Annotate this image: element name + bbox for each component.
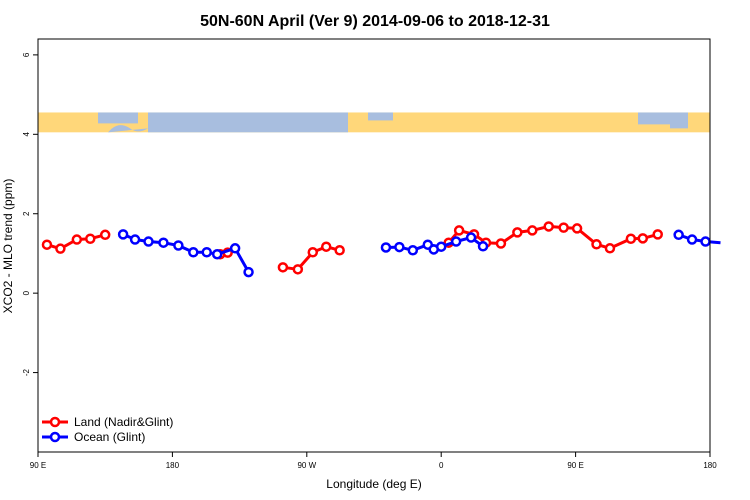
data-point: [143, 236, 154, 247]
data-point: [394, 241, 405, 253]
x-tick-label: 180: [166, 461, 180, 470]
world-map-band: [38, 112, 710, 133]
plot-frame: [37, 38, 711, 453]
data-point: [55, 243, 66, 254]
y-tick-label: 2: [22, 211, 31, 216]
map-ocean-0: [98, 112, 138, 124]
data-point: [571, 223, 583, 234]
data-point: [85, 233, 96, 244]
legend: Land (Nadir&Glint)Ocean (Glint): [42, 415, 173, 444]
data-point: [700, 236, 711, 247]
data-point: [320, 241, 332, 252]
data-point: [173, 240, 184, 251]
legend-label: Ocean (Glint): [74, 430, 145, 444]
data-point: [407, 245, 419, 256]
data-point: [117, 229, 129, 240]
y-tick-label: -2: [22, 368, 31, 376]
data-point: [604, 243, 616, 254]
data-point: [243, 266, 254, 278]
data-point: [591, 239, 602, 250]
x-tick-label: 90 E: [30, 461, 46, 470]
y-axis-label: XCO2 - MLO trend (ppm): [1, 179, 15, 314]
y-axis: -2 0 2 4 6: [22, 52, 38, 376]
data-point: [229, 243, 241, 254]
data-point: [211, 248, 223, 260]
data-point: [158, 237, 169, 248]
x-tick-label: 90 E: [567, 461, 583, 470]
y-tick-label: 6: [22, 52, 31, 57]
data-point: [512, 227, 523, 238]
map-ocean-3: [368, 112, 393, 121]
map-ocean-inlet: [108, 125, 148, 133]
series-line: [122, 233, 250, 273]
data-point: [450, 236, 462, 247]
series-line: [678, 233, 721, 245]
data-point: [543, 221, 554, 232]
map-ocean-4: [638, 112, 670, 125]
data-point: [307, 247, 319, 258]
data-point: [99, 229, 111, 241]
data-point: [673, 229, 684, 241]
series-land: [41, 221, 663, 275]
data-point: [477, 241, 489, 252]
series-layer: [41, 221, 721, 278]
data-point: [558, 222, 569, 233]
data-point: [625, 233, 637, 244]
data-point: [495, 238, 507, 249]
y-tick-label: 0: [22, 290, 31, 295]
data-point: [380, 242, 392, 253]
legend-marker: [49, 431, 61, 443]
data-point: [201, 247, 212, 258]
data-point: [652, 229, 663, 240]
map-ocean-1: [148, 112, 238, 133]
data-point: [428, 244, 439, 255]
x-tick-label: 0: [439, 461, 444, 470]
data-point: [188, 247, 199, 258]
x-tick-label: 90 W: [297, 461, 316, 470]
x-axis-label: Longitude (deg E): [326, 477, 421, 491]
data-point: [637, 233, 649, 244]
map-ocean-5: [670, 112, 688, 129]
data-point: [453, 225, 465, 236]
data-point: [334, 245, 345, 256]
data-point: [292, 264, 304, 275]
data-point: [527, 225, 538, 236]
map-ocean-2: [238, 112, 348, 133]
data-point: [129, 234, 141, 245]
data-point: [71, 234, 83, 245]
data-point: [41, 239, 53, 250]
x-axis: 90 E 180 90 W 0 90 E 180: [30, 452, 717, 470]
legend-label: Land (Nadir&Glint): [74, 415, 173, 429]
y-tick-label: 4: [22, 132, 31, 137]
series-ocean: [117, 229, 721, 278]
data-point: [686, 234, 698, 245]
legend-marker: [49, 416, 61, 428]
data-point: [277, 262, 289, 273]
chart-title: 50N-60N April (Ver 9) 2014-09-06 to 2018…: [200, 13, 550, 30]
x-tick-label: 180: [703, 461, 717, 470]
data-point: [465, 232, 477, 243]
